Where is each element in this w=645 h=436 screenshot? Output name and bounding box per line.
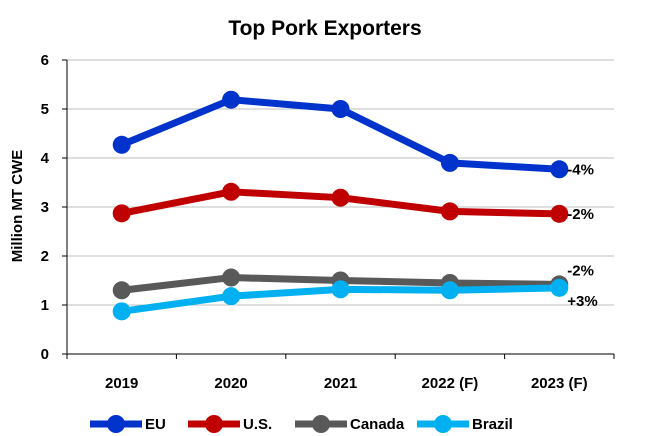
y-axis-label: Million MT CWE <box>9 150 26 262</box>
data-point <box>331 188 350 207</box>
data-point <box>222 90 241 109</box>
change-annotation: -4% <box>567 161 594 178</box>
series-brazil <box>112 278 569 321</box>
legend-label: EU <box>145 416 166 433</box>
x-tick-label: 2021 <box>324 375 357 392</box>
data-point <box>331 280 350 299</box>
legend-label: Canada <box>350 416 405 433</box>
x-ticks: 2019 2020 2021 2022 (F) 2023 (F) <box>66 354 615 392</box>
legend-item: Brazil <box>417 415 513 433</box>
data-point <box>331 100 350 118</box>
y-tick-label: 6 <box>41 52 49 69</box>
y-tick-label: 1 <box>41 297 49 314</box>
y-tick-label: 3 <box>41 199 49 216</box>
legend-item: EU <box>90 415 166 433</box>
change-annotation: -2% <box>567 262 594 279</box>
legend-swatch-marker <box>107 415 125 433</box>
data-point <box>550 278 569 297</box>
x-tick-label: 2022 (F) <box>422 375 479 392</box>
y-ticks: 0 1 2 3 4 5 6 <box>41 52 67 363</box>
y-tick-label: 5 <box>41 101 49 118</box>
annotations: -4% -2% -2% +3% <box>567 161 597 310</box>
data-point <box>222 182 241 201</box>
legend-item: Canada <box>295 415 405 433</box>
chart-title: Top Pork Exporters <box>228 17 421 40</box>
legend-swatch-marker <box>205 415 223 433</box>
series-eu <box>112 90 569 179</box>
data-point <box>112 302 131 321</box>
series-group <box>112 90 569 321</box>
legend: EU U.S. Canada Brazil <box>90 415 513 433</box>
gridlines <box>67 59 614 306</box>
data-point <box>440 202 459 221</box>
data-point <box>222 287 241 306</box>
legend-label: U.S. <box>243 416 272 433</box>
data-point <box>112 135 131 154</box>
y-tick-label: 2 <box>41 248 49 265</box>
y-tick-label: 0 <box>41 346 49 363</box>
x-tick-label: 2019 <box>105 375 138 392</box>
legend-item: U.S. <box>188 415 272 433</box>
data-point <box>112 281 131 300</box>
data-point <box>112 204 131 223</box>
y-tick-label: 4 <box>41 150 50 167</box>
change-annotation: +3% <box>567 293 597 310</box>
data-point <box>550 204 569 223</box>
legend-swatch-marker <box>434 415 452 433</box>
legend-swatch-marker <box>312 415 330 433</box>
series-u-s <box>112 182 569 223</box>
data-point <box>550 160 569 179</box>
change-annotation: -2% <box>567 206 594 223</box>
x-tick-label: 2023 (F) <box>531 375 588 392</box>
data-point <box>222 268 241 287</box>
x-tick-label: 2020 <box>214 375 247 392</box>
data-point <box>440 153 459 172</box>
data-point <box>440 281 459 300</box>
legend-label: Brazil <box>472 416 513 433</box>
